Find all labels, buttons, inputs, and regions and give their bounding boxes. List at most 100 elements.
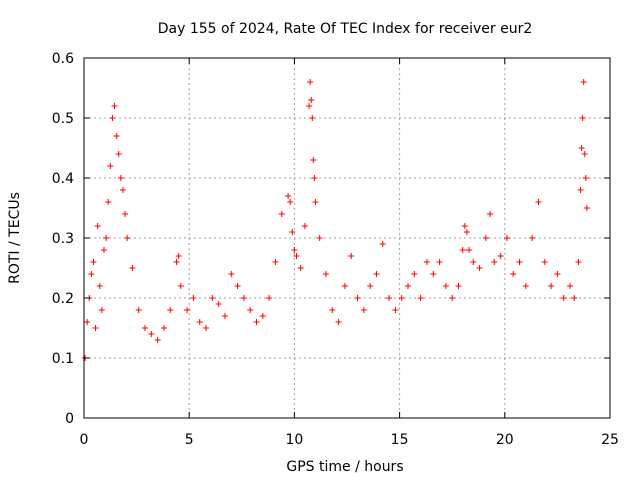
y-tick-label: 0.4 bbox=[52, 171, 74, 187]
y-tick-label: 0.5 bbox=[52, 111, 74, 127]
data-point bbox=[122, 211, 128, 217]
data-point bbox=[517, 259, 523, 265]
data-point bbox=[307, 79, 313, 85]
data-point bbox=[93, 325, 99, 331]
data-point bbox=[148, 331, 154, 337]
data-point bbox=[464, 229, 470, 235]
data-point bbox=[216, 301, 222, 307]
data-point bbox=[491, 259, 497, 265]
data-point bbox=[311, 175, 317, 181]
data-point bbox=[361, 307, 367, 313]
data-point bbox=[88, 271, 94, 277]
y-axis-label: ROTI / TECUs bbox=[7, 192, 23, 284]
data-point bbox=[578, 187, 584, 193]
data-point bbox=[222, 313, 228, 319]
data-point bbox=[107, 163, 113, 169]
y-tick-label: 0.1 bbox=[52, 351, 74, 367]
data-point bbox=[399, 295, 405, 301]
data-point bbox=[430, 271, 436, 277]
data-point bbox=[342, 283, 348, 289]
data-point bbox=[373, 271, 379, 277]
x-tick-label: 5 bbox=[185, 432, 194, 448]
data-point bbox=[260, 313, 266, 319]
data-point bbox=[579, 145, 585, 151]
x-tick-label: 15 bbox=[391, 432, 409, 448]
data-points bbox=[82, 79, 590, 361]
data-point bbox=[120, 187, 126, 193]
data-point bbox=[487, 211, 493, 217]
x-tick-label: 0 bbox=[80, 432, 89, 448]
data-point bbox=[174, 259, 180, 265]
data-point bbox=[460, 247, 466, 253]
data-point bbox=[323, 271, 329, 277]
data-point bbox=[462, 223, 468, 229]
data-point bbox=[285, 193, 291, 199]
data-point bbox=[90, 259, 96, 265]
data-point bbox=[129, 265, 135, 271]
data-point bbox=[308, 97, 314, 103]
data-point bbox=[392, 307, 398, 313]
data-point bbox=[302, 223, 308, 229]
data-point bbox=[575, 259, 581, 265]
data-point bbox=[178, 283, 184, 289]
data-point bbox=[367, 283, 373, 289]
data-point bbox=[477, 265, 483, 271]
data-point bbox=[437, 259, 443, 265]
data-point bbox=[470, 259, 476, 265]
data-point bbox=[380, 241, 386, 247]
data-point bbox=[254, 319, 260, 325]
data-point bbox=[279, 211, 285, 217]
data-point bbox=[197, 319, 203, 325]
data-point bbox=[209, 295, 215, 301]
data-point bbox=[103, 235, 109, 241]
data-point bbox=[190, 295, 196, 301]
data-point bbox=[581, 79, 587, 85]
data-point bbox=[266, 295, 272, 301]
data-point bbox=[483, 235, 489, 241]
data-point bbox=[287, 199, 293, 205]
data-point bbox=[424, 259, 430, 265]
data-point bbox=[309, 115, 315, 121]
x-tick-label: 20 bbox=[496, 432, 514, 448]
y-axis-ticks: 00.10.20.30.40.50.6 bbox=[52, 51, 610, 427]
data-point bbox=[99, 307, 105, 313]
y-tick-label: 0.2 bbox=[52, 291, 74, 307]
x-tick-label: 10 bbox=[285, 432, 303, 448]
data-point bbox=[348, 253, 354, 259]
data-point bbox=[95, 223, 101, 229]
data-point bbox=[97, 283, 103, 289]
data-point bbox=[184, 307, 190, 313]
x-axis-ticks: 0 5 10 15 20 25 bbox=[80, 58, 619, 448]
data-point bbox=[136, 307, 142, 313]
data-point bbox=[84, 319, 90, 325]
data-point bbox=[116, 151, 122, 157]
data-point bbox=[105, 199, 111, 205]
data-point bbox=[101, 247, 107, 253]
data-point bbox=[418, 295, 424, 301]
y-tick-label: 0 bbox=[65, 411, 74, 427]
data-point bbox=[355, 295, 361, 301]
data-point bbox=[298, 265, 304, 271]
x-tick-label: 25 bbox=[601, 432, 619, 448]
data-point bbox=[329, 307, 335, 313]
data-point bbox=[510, 271, 516, 277]
data-point bbox=[456, 283, 462, 289]
data-point bbox=[443, 283, 449, 289]
data-point bbox=[228, 271, 234, 277]
data-point bbox=[411, 271, 417, 277]
data-point bbox=[167, 307, 173, 313]
data-point bbox=[142, 325, 148, 331]
x-axis-label: GPS time / hours bbox=[286, 459, 403, 475]
data-point bbox=[466, 247, 472, 253]
data-point bbox=[582, 151, 588, 157]
data-point bbox=[523, 283, 529, 289]
data-point bbox=[583, 175, 589, 181]
data-point bbox=[498, 253, 504, 259]
data-point bbox=[542, 259, 548, 265]
data-point bbox=[561, 295, 567, 301]
data-point bbox=[241, 295, 247, 301]
data-point bbox=[112, 103, 118, 109]
data-point bbox=[449, 295, 455, 301]
data-point bbox=[310, 157, 316, 163]
